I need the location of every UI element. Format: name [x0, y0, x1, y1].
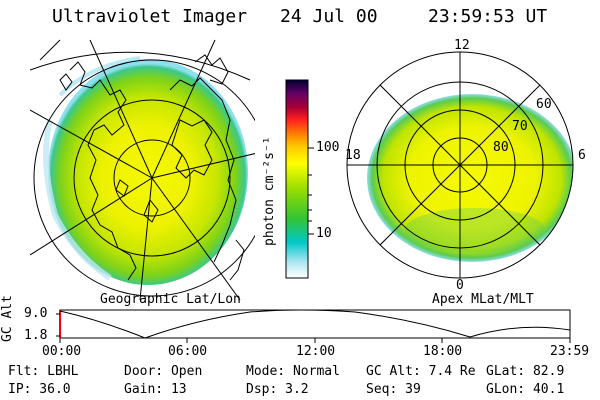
apex-polar-map	[346, 51, 574, 279]
footer-glat: GLat: 82.9	[486, 364, 565, 379]
footer-ip: IP: 36.0	[8, 382, 71, 397]
auroral-image-right	[367, 94, 573, 262]
footer-mode: Mode: Normal	[246, 364, 340, 379]
mlt-label-0: 0	[456, 278, 464, 293]
mlat-label-80: 80	[493, 140, 509, 155]
footer-seq: Seq: 39	[366, 382, 421, 397]
mlt-label-12: 12	[454, 38, 470, 53]
time-tick-1800: 18:00	[423, 344, 463, 359]
time-label: 23:59:53 UT	[428, 6, 548, 27]
color-bar	[285, 79, 314, 279]
colorbar-unit-label: photon cm⁻²s⁻¹	[262, 136, 277, 246]
time-tick-1200: 12:00	[296, 344, 336, 359]
geographic-caption: Geographic Lat/Lon	[100, 292, 241, 307]
colorbar-tick-10: 10	[316, 226, 332, 241]
footer-gc-alt: GC Alt: 7.4 Re	[366, 364, 476, 379]
coastline	[69, 61, 137, 281]
footer-gain: Gain: 13	[124, 382, 187, 397]
time-tick-0600: 06:00	[168, 344, 208, 359]
mlat-label-70: 70	[512, 119, 528, 134]
mlt-label-6: 6	[578, 148, 586, 163]
footer-glon: GLon: 40.1	[486, 382, 565, 397]
mlt-label-18: 18	[345, 148, 361, 163]
altitude-ytick-high: 9.0	[24, 306, 48, 321]
footer-dsp: Dsp: 3.2	[246, 382, 309, 397]
altitude-plot	[56, 309, 571, 343]
instrument-title: Ultraviolet Imager	[52, 6, 248, 27]
time-tick-2359: 23:59	[550, 344, 590, 359]
date-label: 24 Jul 00	[280, 6, 378, 27]
footer-flt: Flt: LBHL	[8, 364, 79, 379]
apex-caption: Apex MLat/MLT	[432, 292, 534, 307]
mlat-label-60: 60	[536, 97, 552, 112]
altitude-curve	[59, 309, 571, 339]
altitude-ytick-low: 1.8	[24, 328, 48, 343]
time-tick-0000: 00:00	[42, 344, 82, 359]
colorbar-tick-100: 100	[316, 140, 340, 155]
geographic-map	[30, 39, 255, 300]
footer-door: Door: Open	[124, 364, 203, 379]
altitude-ylabel: GC Alt	[0, 295, 15, 342]
